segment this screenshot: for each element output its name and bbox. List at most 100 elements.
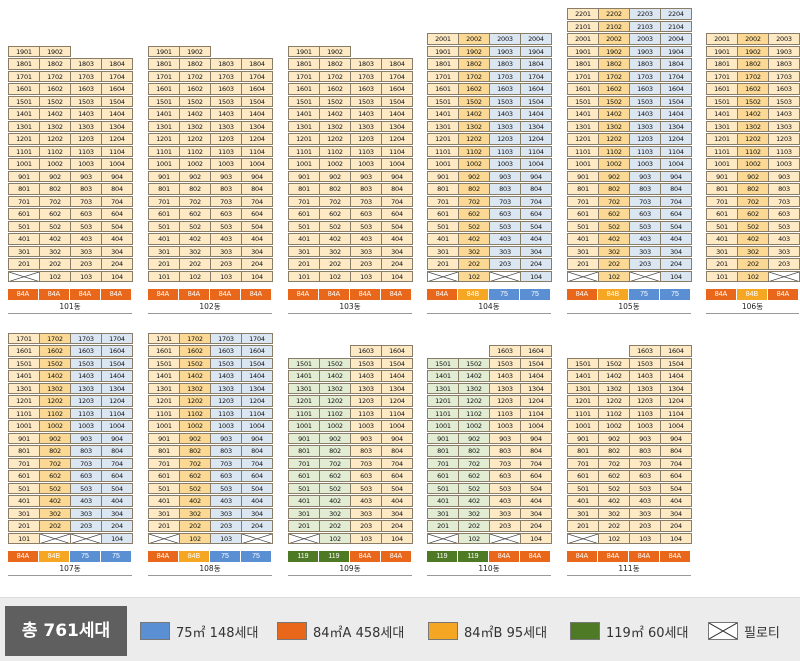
unit-cell: 1503 (768, 95, 800, 107)
unit-cell: 1103 (350, 407, 382, 419)
unit-cell: 303 (70, 245, 102, 257)
unit-cell: 1402 (39, 370, 71, 382)
unit-cell: 1403 (70, 108, 102, 120)
unit-cell: 1202 (458, 395, 490, 407)
unit-cell: 704 (381, 195, 413, 207)
pilotis-icon (39, 532, 71, 544)
unit-cell: 1003 (350, 420, 382, 432)
unit-cell: 903 (350, 432, 382, 444)
unit-cell: 1102 (179, 145, 211, 157)
unit-cell: 1001 (288, 420, 320, 432)
unit-cell: 501 (8, 220, 40, 232)
unit-cell: 1202 (598, 395, 630, 407)
unit-cell: 401 (8, 495, 40, 507)
legend-item-84b: 84㎡B 95세대 (428, 621, 547, 641)
unit-cell: 1803 (489, 58, 521, 70)
unit-cell: 201 (427, 258, 459, 270)
pilotis-icon (708, 622, 738, 640)
unit-cell: 402 (319, 233, 351, 245)
unit-cell: 1304 (520, 120, 552, 132)
pilotis-icon (768, 270, 800, 282)
unit-cell: 1201 (288, 395, 320, 407)
unit-cell: 703 (629, 457, 661, 469)
unit-cell: 1301 (427, 382, 459, 394)
unit-cell: 604 (660, 208, 692, 220)
unit-cell: 102 (319, 270, 351, 282)
unit-cell: 802 (458, 183, 490, 195)
unit-type-label: 84A (629, 551, 660, 562)
unit-cell: 304 (660, 245, 692, 257)
unit-cell: 1402 (319, 370, 351, 382)
unit-cell: 504 (520, 482, 552, 494)
unit-cell: 1204 (520, 133, 552, 145)
unit-cell: 1902 (458, 45, 490, 57)
unit-cell: 1103 (768, 145, 800, 157)
unit-cell: 1201 (148, 133, 180, 145)
unit-cell: 2103 (629, 20, 661, 32)
unit-cell: 1801 (148, 58, 180, 70)
unit-cell: 601 (288, 470, 320, 482)
unit-cell: 1604 (241, 345, 273, 357)
unit-cell: 702 (179, 457, 211, 469)
unit-cell: 1404 (241, 370, 273, 382)
unit-cell: 1301 (8, 120, 40, 132)
unit-cell: 701 (706, 195, 738, 207)
unit-cell: 1803 (629, 58, 661, 70)
unit-cell: 1003 (489, 158, 521, 170)
unit-cell: 201 (8, 520, 40, 532)
unit-cell: 1603 (350, 83, 382, 95)
unit-cell: 602 (737, 208, 769, 220)
unit-cell: 1101 (148, 407, 180, 419)
unit-cell: 701 (288, 195, 320, 207)
unit-cell: 1704 (520, 70, 552, 82)
unit-cell: 403 (350, 233, 382, 245)
unit-cell: 702 (319, 195, 351, 207)
unit-cell: 1602 (179, 83, 211, 95)
legend-label-119: 119㎡ 60세대 (606, 625, 689, 641)
unit-cell: 601 (706, 208, 738, 220)
unit-cell: 503 (350, 220, 382, 232)
legend-label-75: 75㎡ 148세대 (176, 625, 259, 641)
unit-cell: 1301 (567, 120, 599, 132)
unit-cell: 804 (381, 445, 413, 457)
unit-cell: 1901 (288, 45, 320, 57)
unit-cell: 1001 (288, 158, 320, 170)
unit-cell: 104 (101, 532, 133, 544)
unit-cell: 701 (567, 195, 599, 207)
unit-cell: 504 (660, 220, 692, 232)
unit-cell: 103 (350, 270, 382, 282)
unit-cell: 303 (70, 507, 102, 519)
unit-cell: 1504 (381, 357, 413, 369)
unit-cell: 1701 (148, 70, 180, 82)
unit-cell: 1403 (210, 108, 242, 120)
unit-cell: 1403 (489, 370, 521, 382)
unit-cell: 1402 (39, 108, 71, 120)
unit-cell: 1802 (179, 58, 211, 70)
unit-cell: 202 (598, 520, 630, 532)
unit-cell: 1704 (101, 70, 133, 82)
unit-cell: 301 (567, 507, 599, 519)
building-7: 1701 1702 1703 1704 1601 1602 1603 1604 1501 1502… (8, 332, 133, 576)
unit-cell: 1801 (288, 58, 320, 70)
unit-cell: 1503 (70, 357, 102, 369)
unit-cell: 1301 (706, 120, 738, 132)
unit-cell: 703 (70, 195, 102, 207)
unit-cell: 501 (706, 220, 738, 232)
unit-cell: 1203 (489, 133, 521, 145)
unit-cell: 202 (319, 258, 351, 270)
unit-cell: 1003 (629, 420, 661, 432)
unit-cell: 201 (148, 258, 180, 270)
unit-cell: 1703 (489, 70, 521, 82)
unit-cell: 101 (706, 270, 738, 282)
unit-type-label: 84A (489, 551, 520, 562)
unit-cell: 404 (101, 233, 133, 245)
unit-cell: 2004 (660, 33, 692, 45)
unit-cell: 1401 (8, 108, 40, 120)
unit-cell: 1103 (210, 145, 242, 157)
unit-cell: 602 (179, 470, 211, 482)
unit-cell: 601 (567, 470, 599, 482)
unit-cell: 203 (210, 520, 242, 532)
unit-cell: 1604 (241, 83, 273, 95)
unit-cell: 104 (381, 270, 413, 282)
unit-cell: 103 (350, 532, 382, 544)
